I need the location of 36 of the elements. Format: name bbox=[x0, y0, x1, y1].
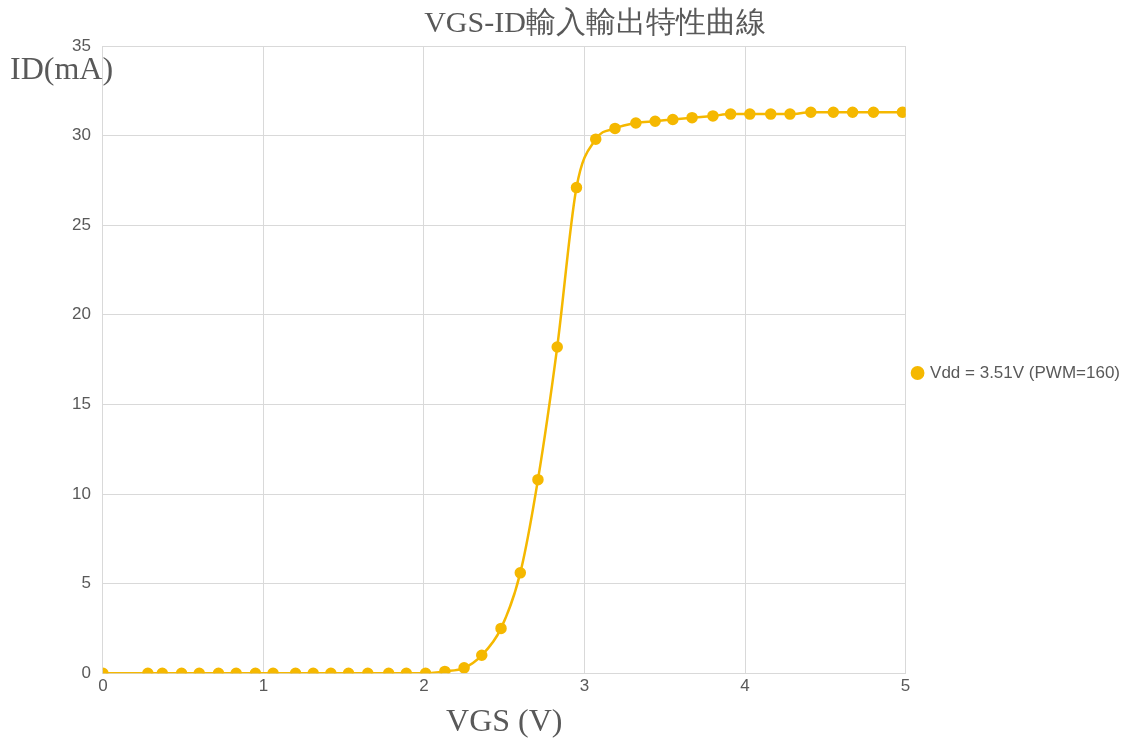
chart-title: VGS-ID輸入輸出特性曲線 bbox=[424, 4, 766, 38]
y-tick-label: 30 bbox=[71, 125, 91, 145]
point bbox=[784, 108, 796, 120]
legend-label: Vdd = 3.51V (PWM=160) bbox=[930, 362, 1121, 382]
x-tick-label: 2 bbox=[419, 676, 429, 696]
point bbox=[609, 122, 621, 135]
y-tick-label: 25 bbox=[71, 214, 91, 234]
y-tick-label: 20 bbox=[71, 304, 91, 324]
x-tick-label: 1 bbox=[258, 676, 269, 696]
point bbox=[649, 115, 661, 128]
point bbox=[764, 108, 777, 120]
x-axis-title: VGS (V) bbox=[446, 702, 563, 739]
point bbox=[827, 106, 840, 119]
point bbox=[667, 113, 679, 126]
point bbox=[744, 108, 756, 120]
point bbox=[707, 110, 719, 122]
x-tick-label: 4 bbox=[740, 676, 750, 696]
point bbox=[724, 108, 737, 120]
point bbox=[439, 665, 451, 674]
point bbox=[532, 473, 544, 486]
point bbox=[589, 133, 602, 145]
point bbox=[805, 106, 817, 119]
point bbox=[686, 111, 698, 124]
x-tick-label: 5 bbox=[900, 676, 911, 696]
y-tick-label: 15 bbox=[71, 394, 91, 414]
point bbox=[867, 106, 880, 119]
y-tick-label: 0 bbox=[81, 662, 91, 682]
y-tick-label: 5 bbox=[81, 573, 91, 593]
point bbox=[551, 341, 563, 353]
point bbox=[570, 181, 583, 194]
y-tick-label: 10 bbox=[71, 483, 91, 503]
point bbox=[896, 106, 906, 119]
x-tick-label: 0 bbox=[98, 676, 108, 696]
point bbox=[630, 117, 642, 129]
x-tick-label: 3 bbox=[579, 676, 590, 696]
point bbox=[846, 106, 859, 119]
